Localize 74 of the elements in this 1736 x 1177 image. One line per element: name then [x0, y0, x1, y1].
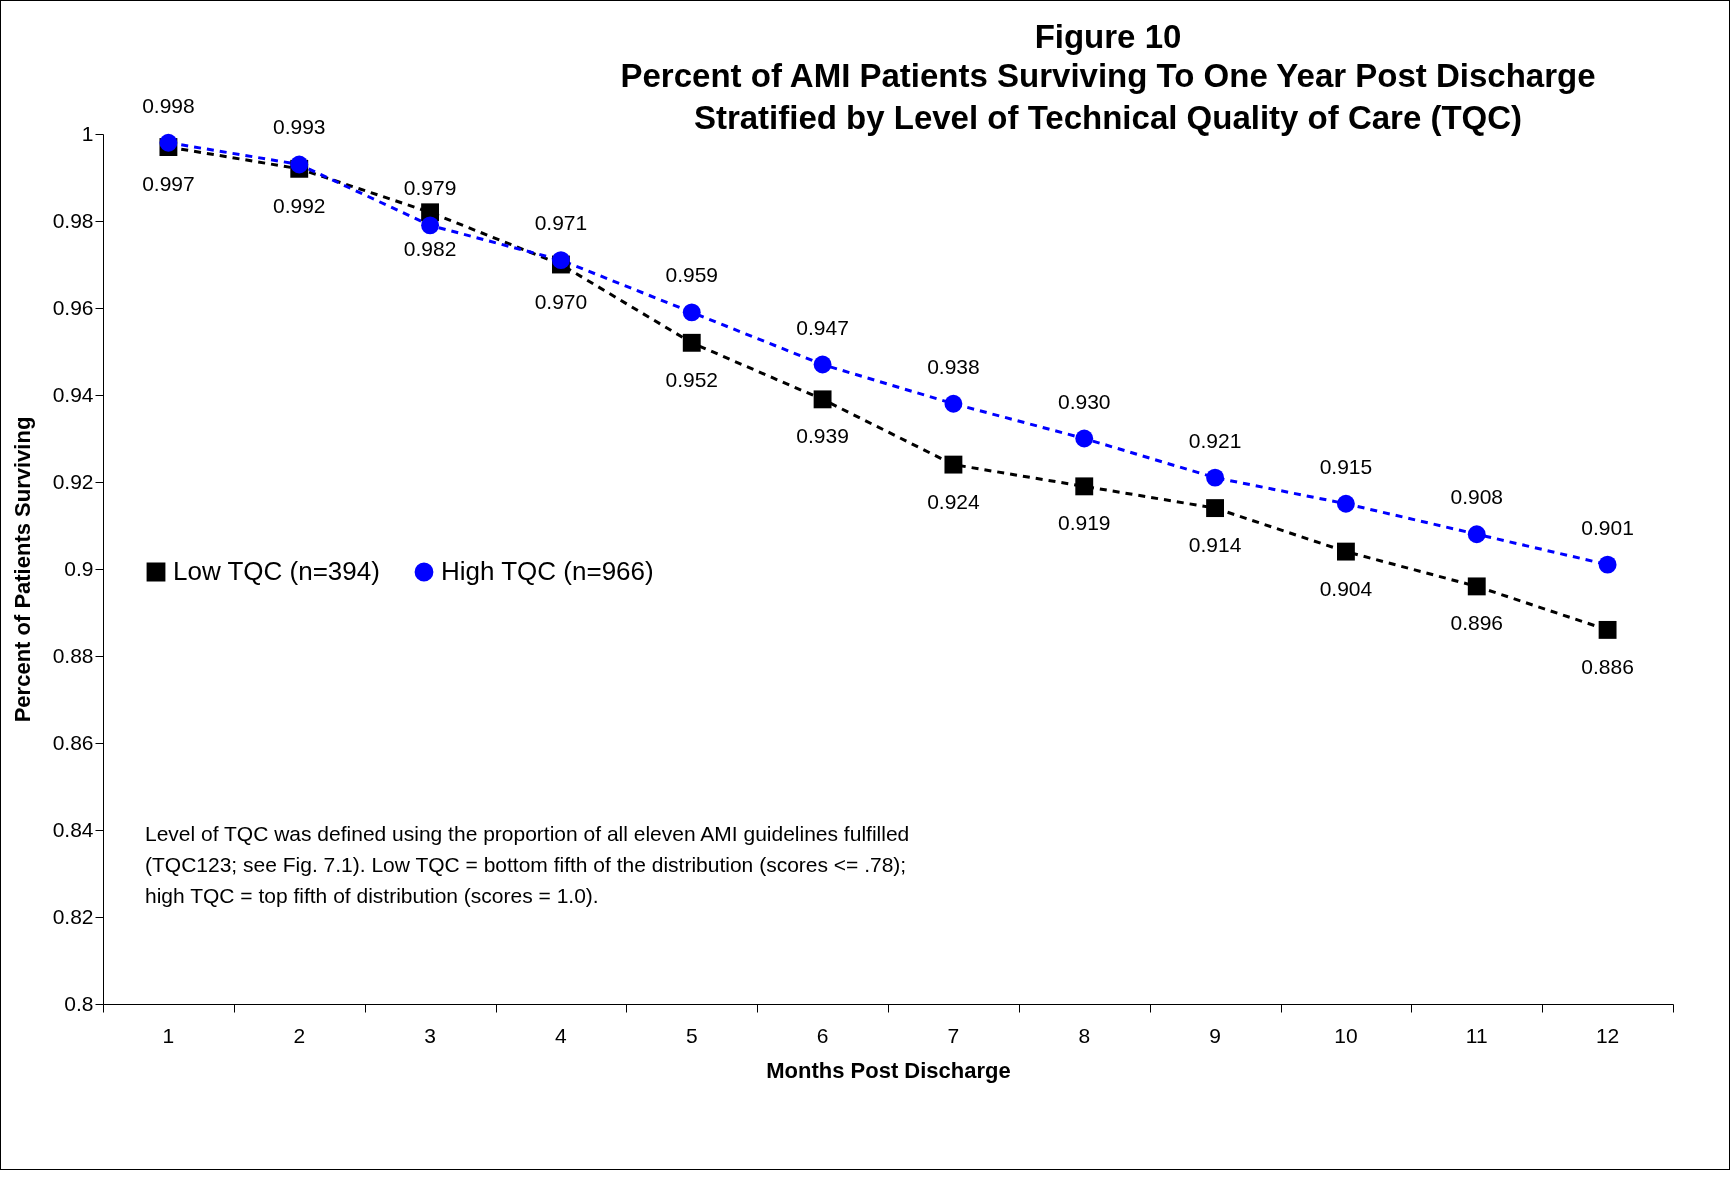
point: [813, 390, 832, 409]
data-label: 0.982: [403, 237, 457, 261]
data-label: 0.979: [403, 176, 457, 200]
point: [1598, 620, 1617, 639]
x-tick-label: 11: [1465, 1024, 1488, 1047]
x-tick-label: 6: [816, 1024, 829, 1047]
data-label: 0.938: [927, 354, 980, 378]
y-tick-label: 0.84: [52, 817, 94, 841]
y-tick-label: 0.8: [64, 991, 94, 1015]
data-label: 0.886: [1581, 654, 1634, 678]
y-tick-label: 0.9: [64, 556, 94, 580]
point: [1206, 499, 1225, 518]
point: [1075, 429, 1094, 448]
data-label: 0.939: [796, 424, 849, 448]
point: [1598, 555, 1617, 574]
point: [1206, 468, 1225, 487]
y-tick-label: 0.86: [52, 730, 94, 754]
x-tick-label: 5: [685, 1024, 698, 1047]
x-tick-label: 12: [1595, 1024, 1620, 1047]
y-tick-label: 0.88: [52, 643, 94, 667]
point: [944, 455, 963, 474]
x-axis-title: Months Post Discharge: [766, 1058, 1011, 1083]
data-label: 0.930: [1057, 389, 1111, 413]
point: [551, 251, 570, 270]
y-tick-label: 0.82: [52, 904, 94, 928]
point: [944, 394, 963, 413]
data-label: 0.970: [534, 289, 588, 313]
x-tick-label: 1: [162, 1024, 175, 1047]
point: [421, 216, 440, 235]
x-tick-label: 8: [1078, 1024, 1091, 1047]
data-label: 0.915: [1319, 454, 1373, 478]
legend-label: Low TQC (n=394): [173, 556, 380, 586]
y-tick-label: 0.96: [52, 295, 94, 319]
y-tick-label: 1: [81, 121, 94, 145]
point: [290, 155, 309, 174]
data-label: 0.992: [272, 193, 326, 217]
data-label: 0.998: [142, 93, 195, 117]
data-label: 0.908: [1450, 485, 1504, 509]
data-label: 0.901: [1581, 515, 1634, 539]
point: [682, 333, 701, 352]
data-label: 0.947: [796, 315, 849, 339]
data-label: 0.959: [665, 263, 719, 287]
chart-title: Figure 10: [1034, 17, 1182, 55]
x-tick-label: 4: [555, 1024, 568, 1047]
x-tick-label: 3: [424, 1024, 436, 1047]
y-tick-label: 0.94: [52, 382, 94, 406]
legend-label: High TQC (n=966): [441, 556, 654, 586]
point: [813, 355, 832, 374]
data-label: 0.971: [534, 211, 588, 235]
annotation: Level of TQC was defined using the proportion of all eleven AMI guidelines fulfilled (TQC123; see Fig. 7.1). Low TQC = bottom fifth of the distribution (scores <= .78); high TQC = top fifth of distribution (scores = 1.0).: [145, 822, 910, 907]
data-label: 0.896: [1450, 611, 1504, 635]
x-tick-label: 10: [1334, 1024, 1358, 1047]
point: [1336, 542, 1355, 561]
point: [682, 303, 701, 322]
data-label: 0.993: [272, 115, 326, 139]
chart-subtitle: Percent of AMI Patients Surviving To One Year Post Discharge Stratified by Level of Technical Quality of Care (TQC): [620, 56, 1596, 136]
x-tick-label: 9: [1209, 1024, 1221, 1047]
data-label: 0.919: [1057, 511, 1111, 535]
y-axis-title: Percent of Patients Surviving: [9, 416, 35, 723]
data-label: 0.997: [142, 172, 195, 196]
data-label: 0.924: [927, 489, 981, 513]
point: [1467, 525, 1486, 544]
y-tick-label: 0.92: [52, 469, 94, 493]
data-label: 0.921: [1188, 428, 1242, 452]
data-label: 0.952: [665, 367, 719, 391]
point: [159, 133, 178, 152]
y-tick-label: 0.98: [52, 208, 94, 232]
data-label: 0.904: [1319, 576, 1373, 600]
x-tick-label: 2: [293, 1024, 306, 1047]
point: [1075, 477, 1094, 496]
point: [1467, 577, 1486, 596]
point: [1336, 494, 1355, 513]
x-tick-label: 7: [947, 1024, 960, 1047]
data-label: 0.914: [1188, 533, 1242, 557]
